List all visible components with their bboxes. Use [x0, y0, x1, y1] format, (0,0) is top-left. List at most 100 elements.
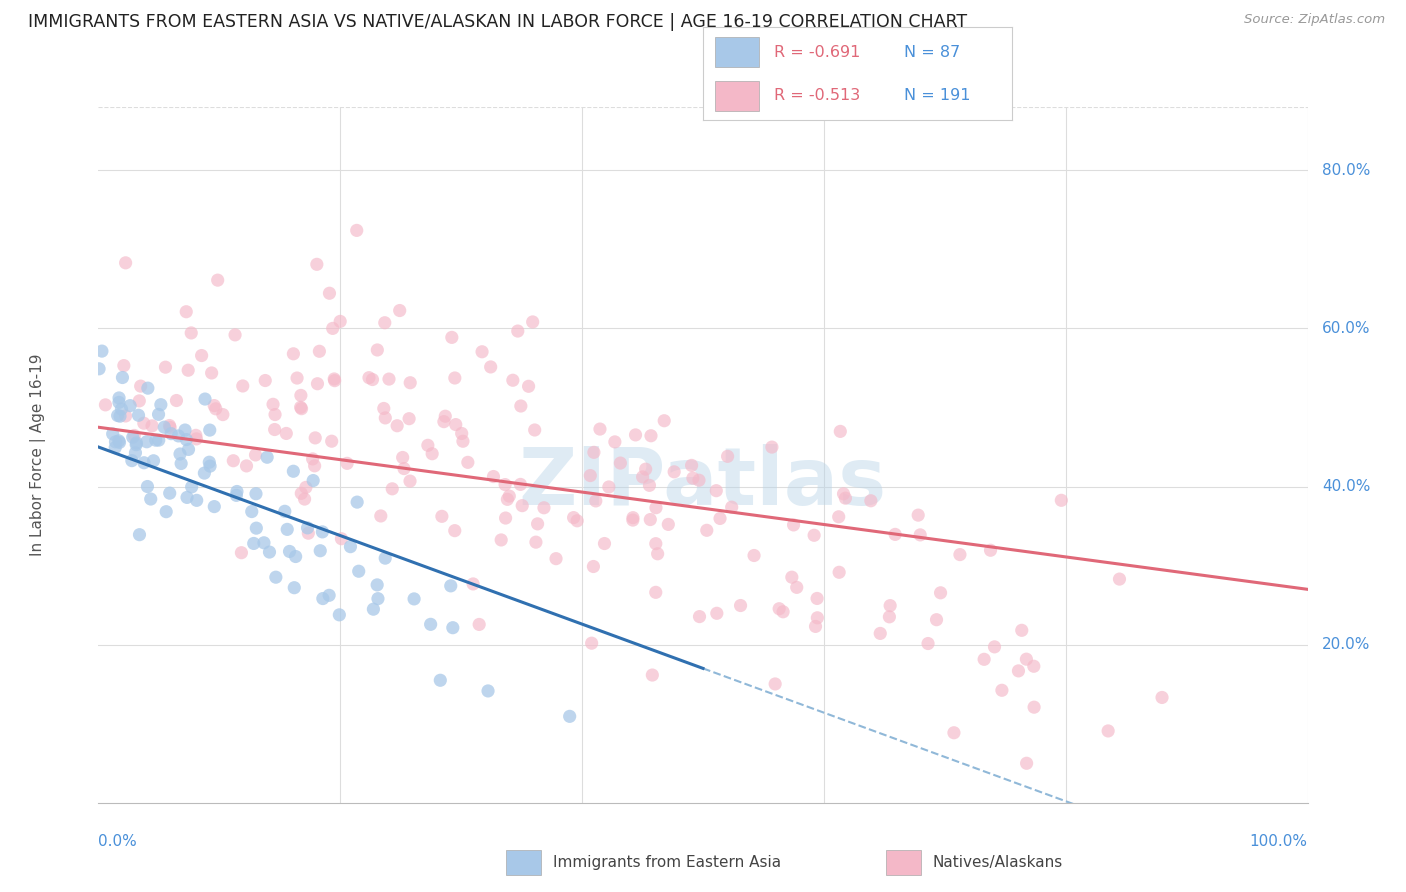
Point [202, 399, 225, 413]
Point [108, 435, 131, 450]
Point [283, 347, 305, 361]
Point [328, 607, 350, 622]
Point [471, 344, 494, 359]
Point [404, 591, 426, 606]
Point [806, 591, 828, 606]
Text: R = -0.513: R = -0.513 [775, 87, 860, 103]
Point [90, 344, 112, 359]
Point [1011, 624, 1033, 638]
Point [983, 640, 1005, 654]
Point [225, 488, 247, 502]
Point [949, 548, 972, 562]
Point [479, 359, 502, 374]
Point [135, 434, 157, 449]
Point [768, 601, 790, 615]
Point [120, 399, 142, 413]
Point [321, 434, 343, 449]
Point [107, 434, 129, 448]
Point [645, 500, 668, 515]
Point [370, 508, 392, 523]
Point [385, 418, 408, 433]
Text: In Labor Force | Age 16-19: In Labor Force | Age 16-19 [30, 353, 46, 557]
Point [434, 409, 457, 424]
Point [585, 494, 607, 508]
Point [374, 316, 396, 330]
Point [276, 426, 298, 441]
Text: 80.0%: 80.0% [1322, 163, 1371, 178]
Text: R = -0.691: R = -0.691 [775, 45, 860, 60]
Point [122, 428, 145, 442]
Point [259, 545, 281, 559]
Point [141, 418, 163, 433]
Point [716, 450, 738, 464]
Text: 40.0%: 40.0% [1322, 479, 1371, 494]
Point [704, 483, 727, 498]
Point [399, 474, 422, 488]
Point [307, 376, 329, 391]
Point [276, 522, 298, 536]
Point [194, 392, 217, 406]
Point [132, 416, 155, 430]
Point [879, 599, 901, 613]
Point [589, 422, 612, 436]
Point [170, 457, 193, 471]
Point [346, 495, 368, 509]
Point [709, 511, 731, 525]
Point [263, 423, 285, 437]
Point [420, 447, 443, 461]
Point [256, 450, 278, 465]
Point [136, 381, 159, 395]
Point [908, 528, 931, 542]
Point [301, 451, 323, 466]
Point [346, 223, 368, 237]
Point [245, 487, 267, 501]
Point [231, 546, 253, 560]
Point [374, 410, 396, 425]
Point [489, 533, 512, 547]
Point [494, 477, 516, 491]
Point [443, 524, 465, 538]
Point [621, 510, 644, 524]
Point [108, 391, 131, 405]
Point [440, 579, 463, 593]
Point [510, 499, 533, 513]
Point [696, 524, 718, 538]
Point [522, 315, 544, 329]
Point [180, 326, 202, 340]
Point [112, 359, 135, 373]
Point [772, 605, 794, 619]
Point [644, 585, 666, 599]
Point [159, 418, 181, 433]
Point [285, 371, 308, 385]
Point [308, 344, 330, 359]
Point [190, 349, 212, 363]
Point [430, 509, 453, 524]
Point [378, 372, 401, 386]
Point [621, 513, 644, 527]
Point [662, 465, 685, 479]
Point [145, 433, 167, 447]
Point [155, 360, 177, 375]
Point [148, 408, 170, 422]
Point [682, 471, 704, 485]
Point [283, 581, 305, 595]
Point [294, 491, 316, 506]
Point [803, 528, 825, 542]
Point [114, 409, 136, 423]
Point [226, 484, 249, 499]
Point [381, 482, 404, 496]
Point [979, 543, 1001, 558]
Point [148, 433, 170, 447]
Text: Source: ZipAtlas.com: Source: ZipAtlas.com [1244, 13, 1385, 27]
Point [186, 432, 208, 446]
Point [159, 486, 181, 500]
Point [235, 458, 257, 473]
Point [1108, 572, 1130, 586]
Point [450, 426, 472, 441]
Point [524, 535, 547, 549]
Point [128, 527, 150, 541]
Point [284, 549, 307, 564]
Point [468, 617, 491, 632]
Point [763, 677, 786, 691]
Text: Natives/Alaskans: Natives/Alaskans [932, 855, 1063, 870]
